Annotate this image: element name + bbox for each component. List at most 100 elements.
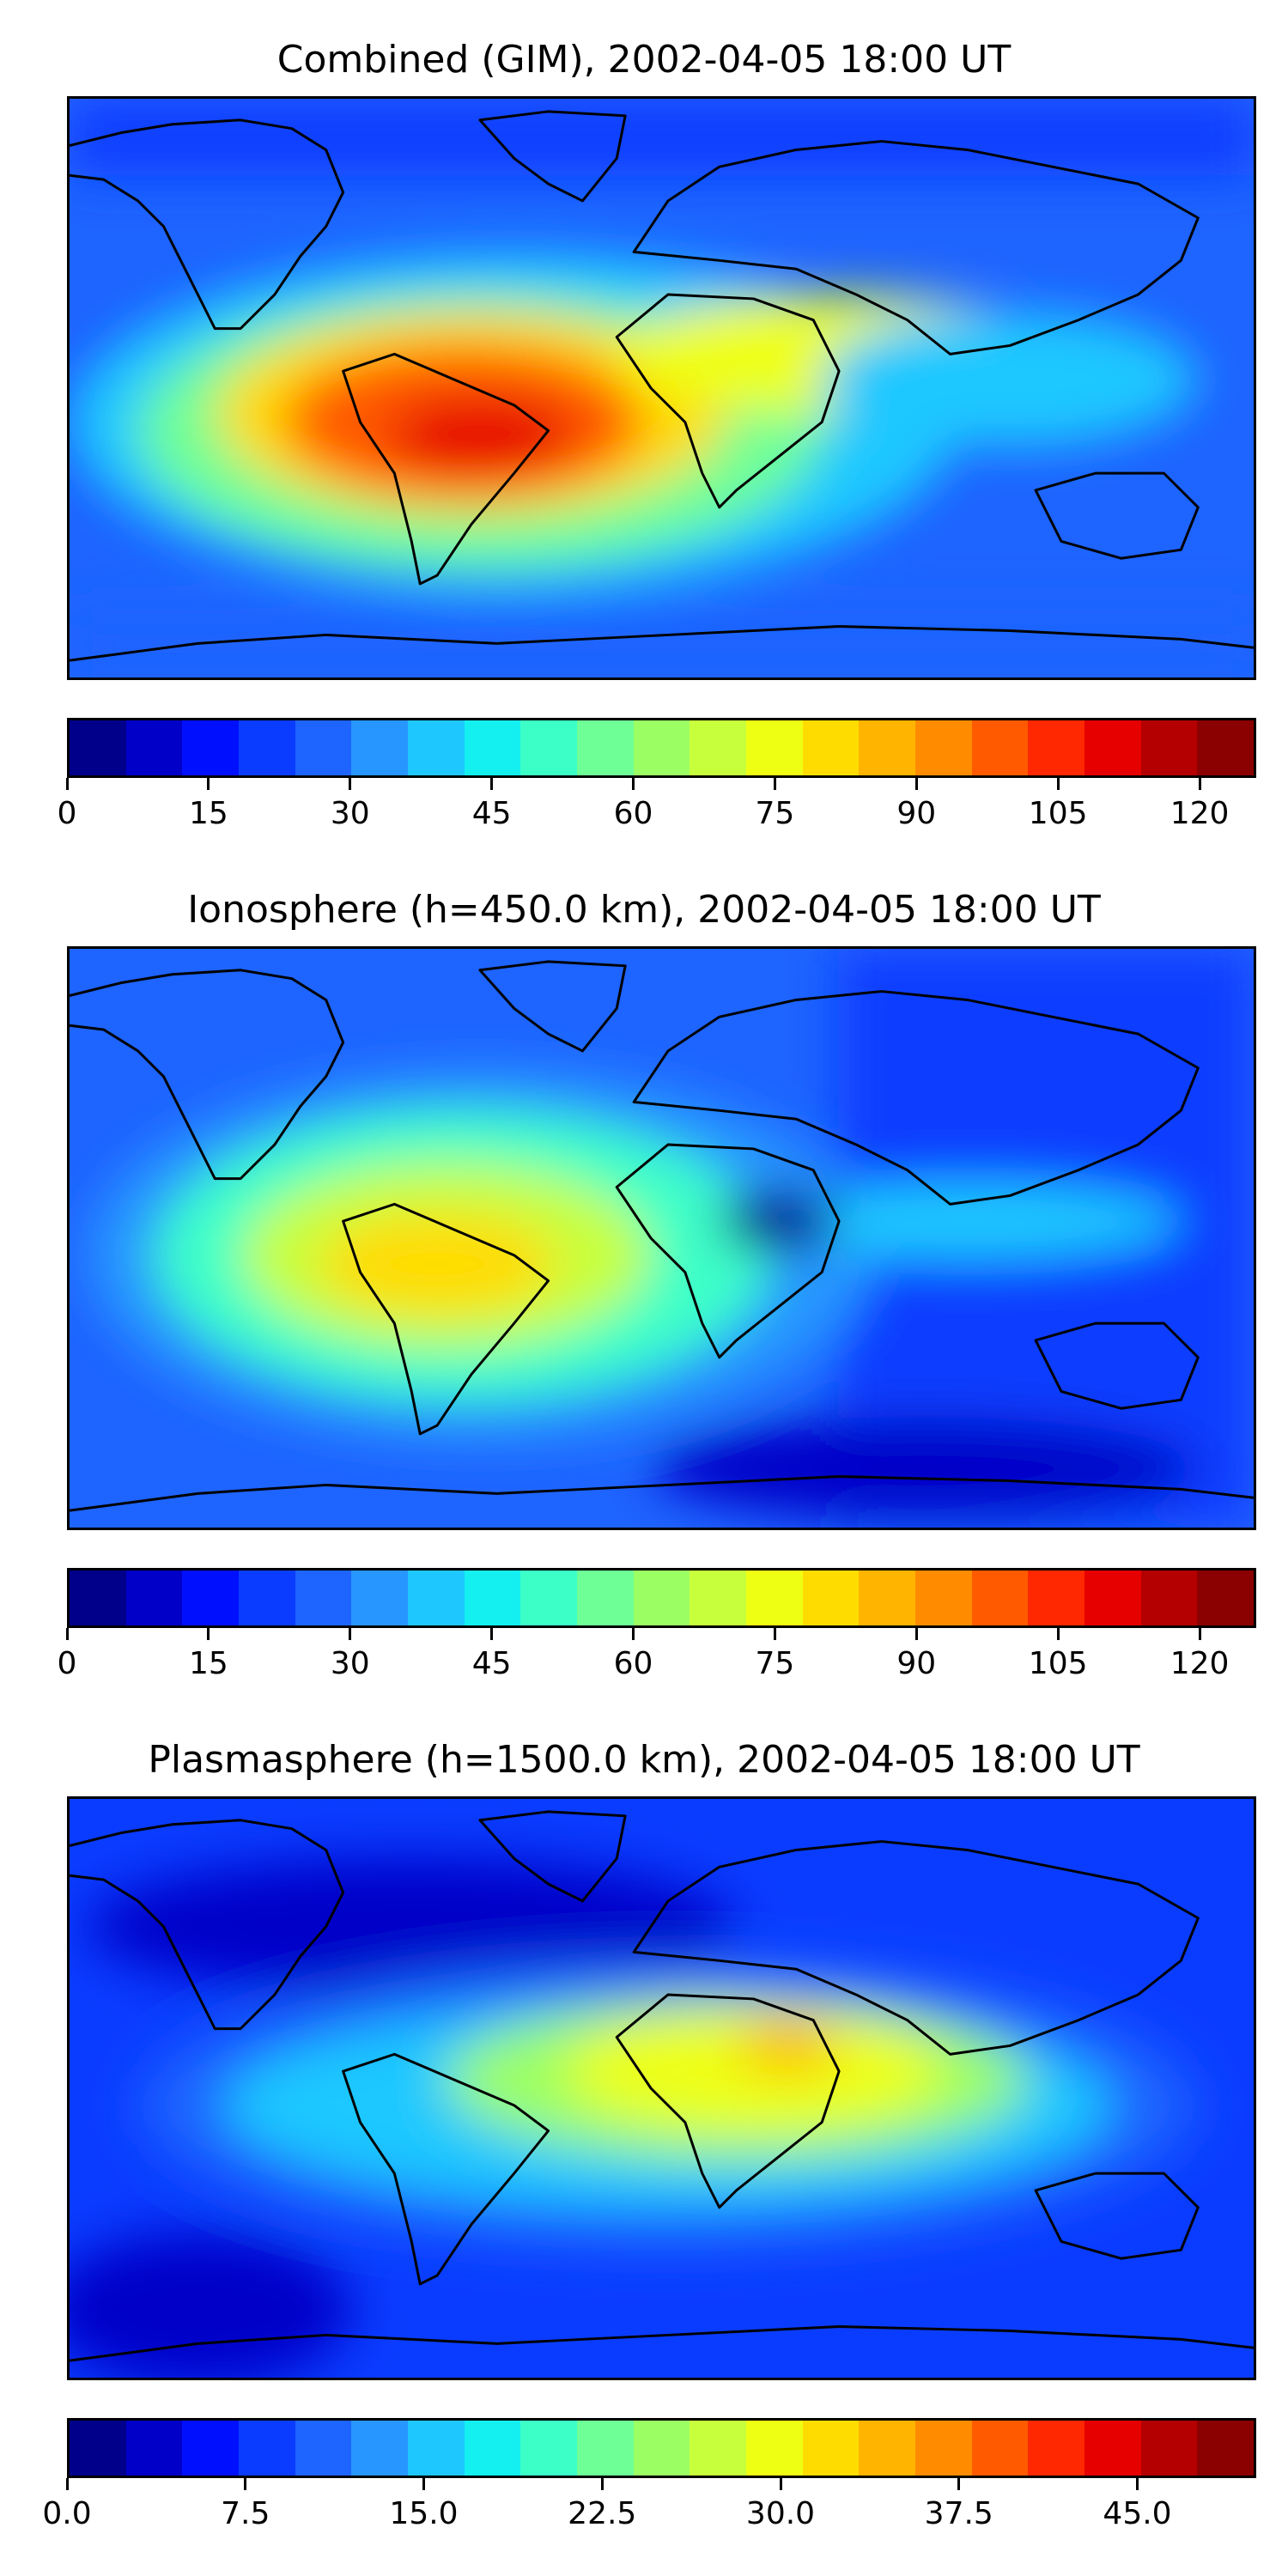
colorbar-segment [239, 2421, 295, 2476]
panel-1-coast-greenland [478, 110, 627, 203]
colorbar-tick-mark [65, 1628, 69, 1640]
colorbar-tick-mark [632, 1628, 635, 1640]
panel-3-north-atlantic-low [86, 1858, 737, 1995]
colorbar-segment [520, 720, 578, 775]
colorbar-tick-mark [65, 778, 69, 790]
colorbar-tick-mark [65, 2478, 69, 2490]
panel-3-coast-africa [615, 1993, 841, 2209]
colorbar-segment [802, 1571, 860, 1625]
colorbar-tick-mark [1056, 1628, 1060, 1640]
colorbar-segment [408, 1571, 465, 1625]
colorbar-segment [633, 720, 690, 775]
colorbar-segment [971, 2421, 1029, 2476]
colorbar-tick-mark [1198, 1628, 1201, 1640]
colorbar-segment [1028, 720, 1085, 775]
colorbar-segment [520, 2421, 578, 2476]
panel-3-east-africa-peak [736, 2020, 840, 2072]
colorbar-tick-mark [773, 1628, 776, 1640]
colorbar-tick-mark [207, 1628, 210, 1640]
colorbar-tick-label: 120 [1170, 1646, 1230, 1681]
colorbar-segment [690, 2421, 747, 2476]
panel-1-coast-antarctica [70, 625, 1254, 662]
panel-2-coast-greenland [478, 960, 627, 1053]
colorbar-tick-label: 0 [57, 796, 77, 831]
colorbar-tick-label: 90 [896, 796, 937, 831]
colorbar-segment [464, 2421, 521, 2476]
panel-3-title: Plasmasphere (h=1500.0 km), 2002-04-05 1… [148, 1738, 1140, 1782]
colorbar-segment [408, 2421, 465, 2476]
colorbar-segment [633, 1571, 690, 1625]
panel-3-colorbar-ticks: 0.0 7.5 15.0 22.5 30.0 37.5 45.0 [42, 2478, 1256, 2531]
panel-3-coast-australia [1034, 2172, 1200, 2260]
panel-1-coast-africa [615, 293, 841, 509]
colorbar-tick-mark [207, 778, 210, 790]
colorbar-tick-mark [773, 778, 776, 790]
panel-2-coast-australia [1034, 1321, 1200, 1410]
panel-2-coastlines [70, 960, 1254, 1512]
colorbar-segment [1140, 1571, 1198, 1625]
colorbar-segment [1084, 1571, 1141, 1625]
colorbar-tick-label: 60 [613, 1646, 653, 1681]
panel-2-coast-north-america [70, 969, 345, 1181]
panel-1-colorbar [67, 718, 1256, 778]
colorbar-segment [295, 1571, 352, 1625]
panel-2-map [67, 946, 1256, 1530]
panel-3-coastlines [70, 1810, 1254, 2362]
colorbar-segment [408, 720, 465, 775]
panel-1-colorbar-ticks: 0 15 30 45 60 75 90 105 120 [58, 778, 1256, 831]
panel-3-map-svg [70, 1799, 1254, 2378]
panel-2-colorbar-ticks: 0 15 30 45 60 75 90 105 120 [58, 1628, 1256, 1681]
panel-1-coast-eurasia [632, 140, 1200, 355]
panel-1-north-polar-low [70, 99, 1254, 176]
colorbar-segment [746, 1571, 803, 1625]
colorbar-tick-mark [349, 778, 352, 790]
colorbar-segment [464, 1571, 521, 1625]
colorbar-tick-mark [490, 1628, 494, 1640]
colorbar-tick-mark [1136, 2478, 1139, 2490]
colorbar-tick-label: 75 [755, 796, 795, 831]
colorbar-tick-mark [914, 1628, 918, 1640]
colorbar-tick-label: 0 [57, 1646, 77, 1681]
colorbar-segment [1197, 720, 1255, 775]
colorbar-segment [70, 2421, 126, 2476]
panel-1-map [67, 96, 1256, 680]
panel-1-coast-australia [1034, 471, 1200, 560]
colorbar-segment [690, 1571, 747, 1625]
colorbar-tick-mark [422, 2478, 425, 2490]
panel-3-coast-south-america [342, 2052, 550, 2286]
panel-3-africa-maximum [565, 2011, 942, 2131]
panel-1-south-polar-low [70, 609, 1254, 677]
colorbar-tick-label: 15 [188, 796, 228, 831]
panel-1-coast-south-america [342, 352, 550, 586]
panel-2-south-america-maximum [317, 1212, 557, 1315]
colorbar-segment [859, 720, 916, 775]
colorbar-tick-label: 45.0 [1103, 2496, 1172, 2531]
colorbar-tick-mark [957, 2478, 961, 2490]
panel-1-title: Combined (GIM), 2002-04-05 18:00 UT [276, 38, 1012, 82]
colorbar-segment [915, 2421, 972, 2476]
colorbar-tick-mark [1198, 778, 1201, 790]
colorbar-segment [1028, 2421, 1085, 2476]
panel-1-coastlines [70, 110, 1254, 662]
colorbar-tick-label: 37.5 [924, 2496, 993, 2531]
colorbar-segment [915, 1571, 972, 1625]
colorbar-segment [971, 720, 1029, 775]
colorbar-segment [351, 1571, 409, 1625]
colorbar-tick-label: 30 [330, 796, 370, 831]
colorbar-segment [295, 720, 352, 775]
panel-1-asia-band [822, 311, 1199, 448]
colorbar-segment [182, 2421, 240, 2476]
colorbar-tick-label: 105 [1028, 796, 1088, 831]
colorbar-segment [1140, 720, 1198, 775]
panel-2-asia-band [753, 1182, 1182, 1260]
colorbar-segment [1140, 2421, 1198, 2476]
colorbar-tick-label: 120 [1170, 796, 1230, 831]
colorbar-tick-mark [1056, 778, 1060, 790]
panel-2-map-svg [70, 949, 1254, 1528]
panel-3-map [67, 1796, 1256, 2380]
colorbar-segment [520, 1571, 578, 1625]
colorbar-segment [802, 2421, 860, 2476]
panel-3-south-pacific-minimum [70, 2233, 352, 2378]
colorbar-segment [802, 720, 860, 775]
colorbar-segment [295, 2421, 352, 2476]
